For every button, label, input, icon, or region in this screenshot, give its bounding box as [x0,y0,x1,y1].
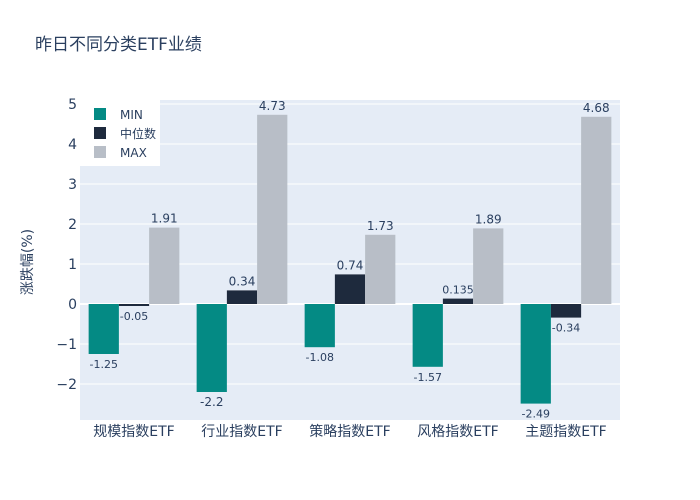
data-label: -1.25 [90,358,118,371]
data-label: -0.34 [552,322,580,335]
bar-MIN-规模指数ETF[interactable] [88,304,119,354]
data-label: 1.73 [367,219,394,233]
y-tick-label: 1 [68,257,77,273]
data-label: 0.135 [442,284,474,297]
x-tick-label: 主题指数ETF [525,424,606,440]
y-tick-label: 2 [68,217,77,233]
legend-swatch[interactable] [94,127,106,139]
data-label: 1.91 [151,212,178,226]
y-tick-label: −1 [56,337,77,353]
legend-label[interactable]: MIN [120,108,143,122]
bar-中位数-行业指数ETF[interactable] [226,290,258,304]
y-axis-ticks: −2 −1 0 1 2 3 4 5 [56,97,77,393]
legend-label[interactable]: 中位数 [120,126,156,141]
chart-title: 昨日不同分类ETF业绩 [35,35,202,55]
bar-中位数-策略指数ETF[interactable] [334,274,366,304]
bar-中位数-规模指数ETF[interactable] [118,304,150,306]
bar-MIN-主题指数ETF[interactable] [520,304,551,404]
bar-MIN-策略指数ETF[interactable] [304,304,335,348]
bar-MAX-主题指数ETF[interactable] [581,116,612,304]
bar-MAX-规模指数ETF[interactable] [149,227,180,304]
data-label: 4.68 [583,101,610,115]
bar-中位数-主题指数ETF[interactable] [550,304,582,318]
x-tick-label: 规模指数ETF [93,424,174,440]
x-axis-ticks: 规模指数ETF 行业指数ETF 策略指数ETF 风格指数ETF 主题指数ETF [93,423,606,440]
data-label: 4.73 [259,99,286,113]
data-label: -2.2 [200,395,223,409]
bars: -1.25 -2.2 -1.08 -1.57 -2.49 -0.05 0.34 0.74 0.1… [88,99,612,421]
legend-swatch[interactable] [94,146,106,158]
data-label: -1.08 [306,351,334,364]
bar-MAX-行业指数ETF[interactable] [257,114,288,304]
bar-中位数-风格指数ETF[interactable] [442,298,474,304]
y-tick-label: −2 [56,377,77,393]
legend-box [80,100,160,166]
legend-label[interactable]: MAX [120,146,147,160]
bar-MIN-行业指数ETF[interactable] [196,304,227,392]
x-tick-label: 风格指数ETF [417,424,498,440]
data-label: 1.89 [475,212,502,226]
y-tick-label: 3 [68,177,77,193]
data-label: -1.57 [414,371,442,384]
y-axis-title: 涨跌幅(%) [20,229,36,295]
data-label: 0.74 [337,258,364,272]
bar-MAX-风格指数ETF[interactable] [473,228,504,304]
data-label: 0.34 [229,274,256,288]
data-label: -2.49 [522,408,550,421]
x-tick-label: 行业指数ETF [201,424,282,440]
x-tick-label: 策略指数ETF [309,423,390,440]
legend-swatch[interactable] [94,108,106,120]
y-tick-label: 5 [68,97,77,113]
y-tick-label: 4 [68,137,77,153]
legend[interactable]: MIN 中位数 MAX [80,100,160,166]
bar-MIN-风格指数ETF[interactable] [412,304,443,367]
y-tick-label: 0 [68,297,77,313]
bar-MAX-策略指数ETF[interactable] [365,234,396,304]
data-label: -0.05 [120,310,148,323]
